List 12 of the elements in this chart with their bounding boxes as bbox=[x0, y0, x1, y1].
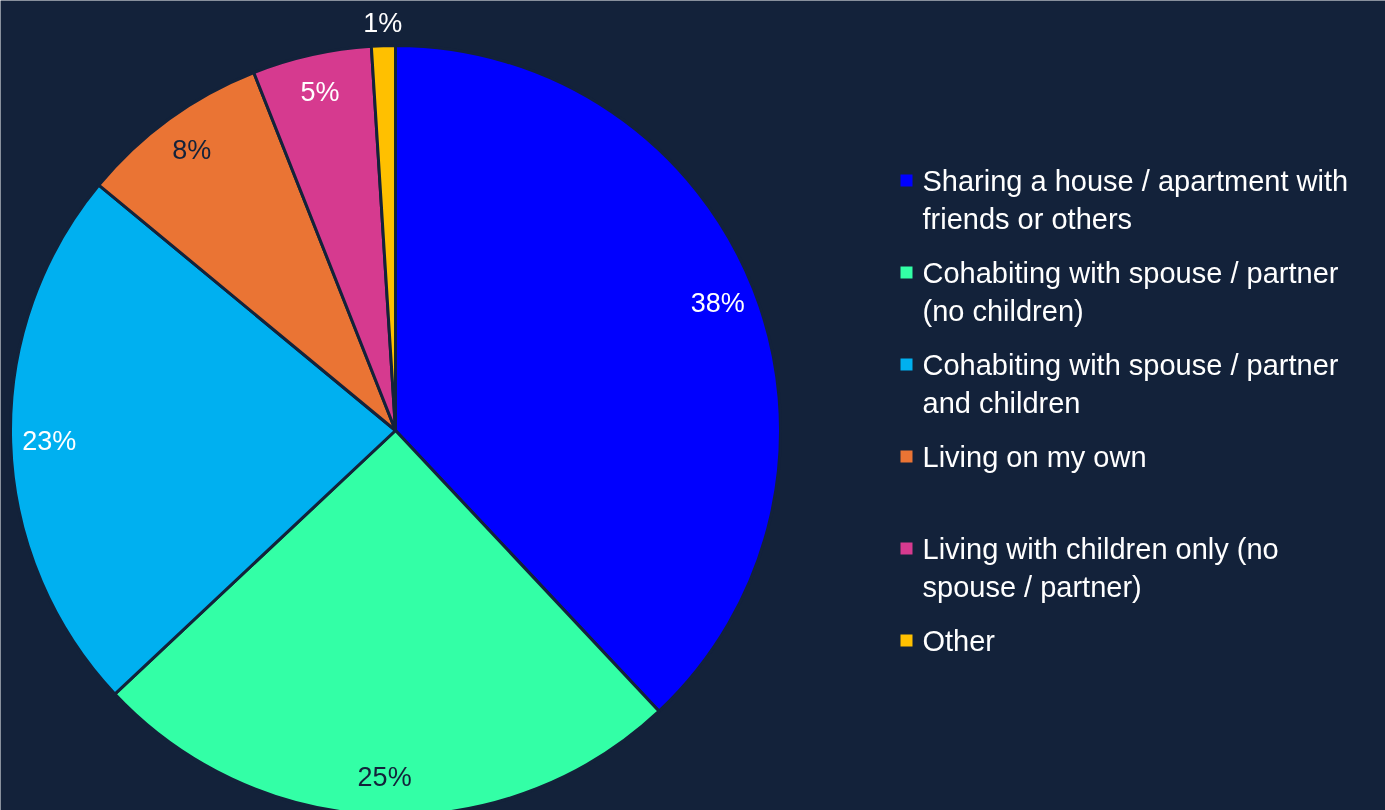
data-label: 5% bbox=[300, 77, 340, 108]
data-label: 25% bbox=[357, 761, 412, 792]
data-label: 23% bbox=[22, 426, 77, 457]
legend-label: Living with children only (no spouse / partner) bbox=[922, 532, 1279, 603]
legend-label: Living on my own bbox=[922, 440, 1147, 473]
legend-label: Other bbox=[922, 624, 996, 657]
data-label: 38% bbox=[690, 287, 745, 318]
legend-label: Sharing a house / apartment with friends or others bbox=[922, 164, 1349, 235]
data-label: 1% bbox=[363, 7, 403, 38]
data-label: 8% bbox=[172, 135, 212, 166]
legend-label: Cohabiting with spouse / partner and children bbox=[922, 348, 1339, 419]
legend-label: Cohabiting with spouse / partner (no children) bbox=[922, 256, 1339, 327]
